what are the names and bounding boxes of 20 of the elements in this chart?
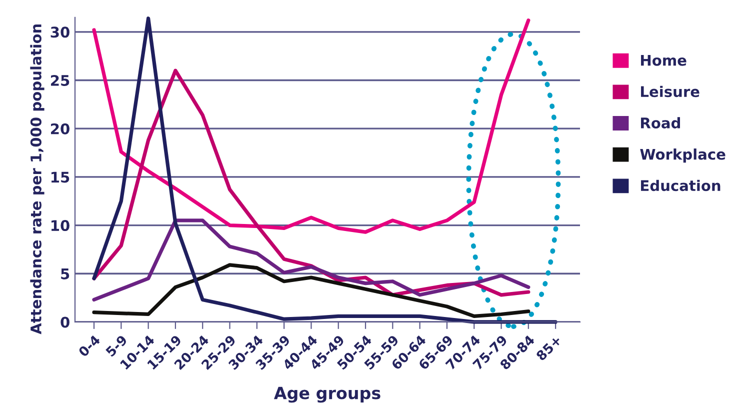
- x-tick-label: 85+: [536, 334, 562, 362]
- y-tick-label: 0: [60, 316, 70, 328]
- y-tick-label: 25: [51, 74, 70, 86]
- y-tick-label: 20: [51, 123, 70, 134]
- line-series: [92, 16, 558, 324]
- legend-label: Home: [641, 54, 686, 66]
- legend-label: Road: [641, 117, 680, 128]
- y-tick-label: 15: [51, 172, 70, 183]
- y-tick-label: 5: [61, 268, 70, 280]
- y-tick-label: 30: [50, 26, 70, 38]
- y-axis-title: Attendance rate per 1,000 population: [30, 24, 44, 334]
- line-series: [92, 18, 530, 234]
- legend-label: Leisure: [641, 86, 700, 98]
- x-axis-title: Age groups: [274, 386, 380, 403]
- x-tick-label: 0-4: [78, 334, 101, 358]
- line-series: [92, 263, 530, 318]
- y-tick-label: 10: [51, 220, 70, 232]
- line-series: [92, 218, 530, 302]
- legend-label: Workplace: [640, 148, 726, 163]
- legend-label: Education: [641, 180, 720, 192]
